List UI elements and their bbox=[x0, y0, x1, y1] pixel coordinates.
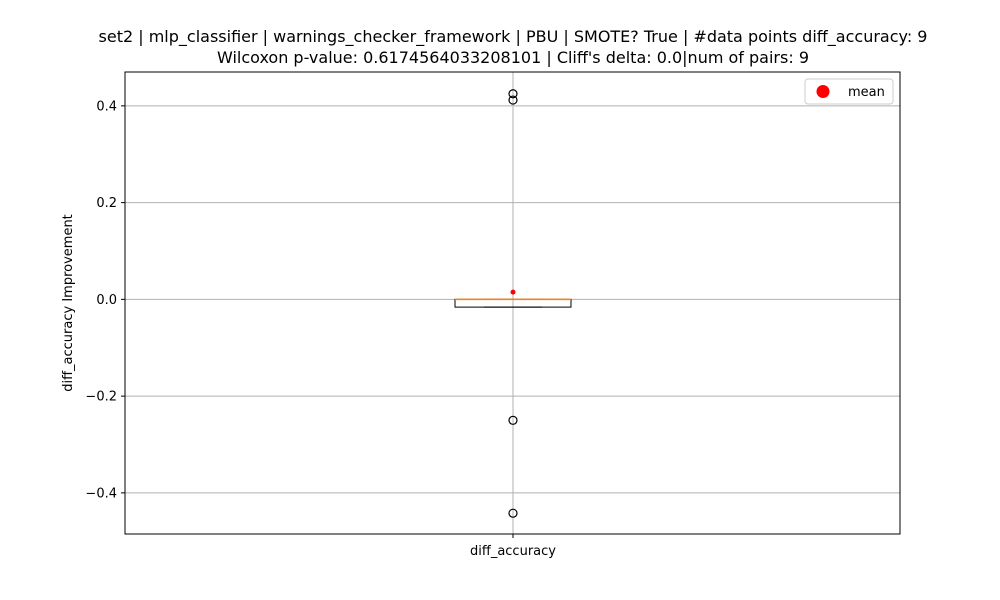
outlier-point bbox=[508, 415, 518, 425]
y-tick-label: −0.4 bbox=[85, 486, 117, 501]
y-axis-label: diff_accuracy Improvement bbox=[61, 214, 76, 392]
chart-title-line-1: set2 | mlp_classifier | warnings_checker… bbox=[98, 27, 928, 46]
y-tick-label: 0.2 bbox=[96, 196, 117, 211]
outlier-point bbox=[508, 89, 518, 99]
box-plot bbox=[454, 89, 572, 518]
chart-title-line-2: Wilcoxon p-value: 0.6174564033208101 | C… bbox=[216, 48, 809, 67]
outlier-point bbox=[508, 95, 518, 105]
legend: mean bbox=[804, 78, 894, 105]
y-axis-ticks: 0.4 0.2 0.0 −0.2 −0.4 bbox=[85, 99, 125, 501]
x-axis-ticks: diff_accuracy bbox=[470, 534, 556, 559]
y-tick-label: 0.4 bbox=[96, 99, 117, 114]
x-tick-label: diff_accuracy bbox=[470, 544, 556, 559]
legend-frame bbox=[804, 78, 894, 105]
legend-mean-marker bbox=[816, 85, 830, 98]
legend-mean-label: mean bbox=[848, 85, 885, 100]
mean-marker bbox=[510, 289, 516, 295]
grid-lines bbox=[125, 72, 900, 534]
y-tick-label: −0.2 bbox=[85, 390, 117, 405]
y-tick-label: 0.0 bbox=[96, 293, 117, 308]
outlier-point bbox=[508, 508, 518, 518]
